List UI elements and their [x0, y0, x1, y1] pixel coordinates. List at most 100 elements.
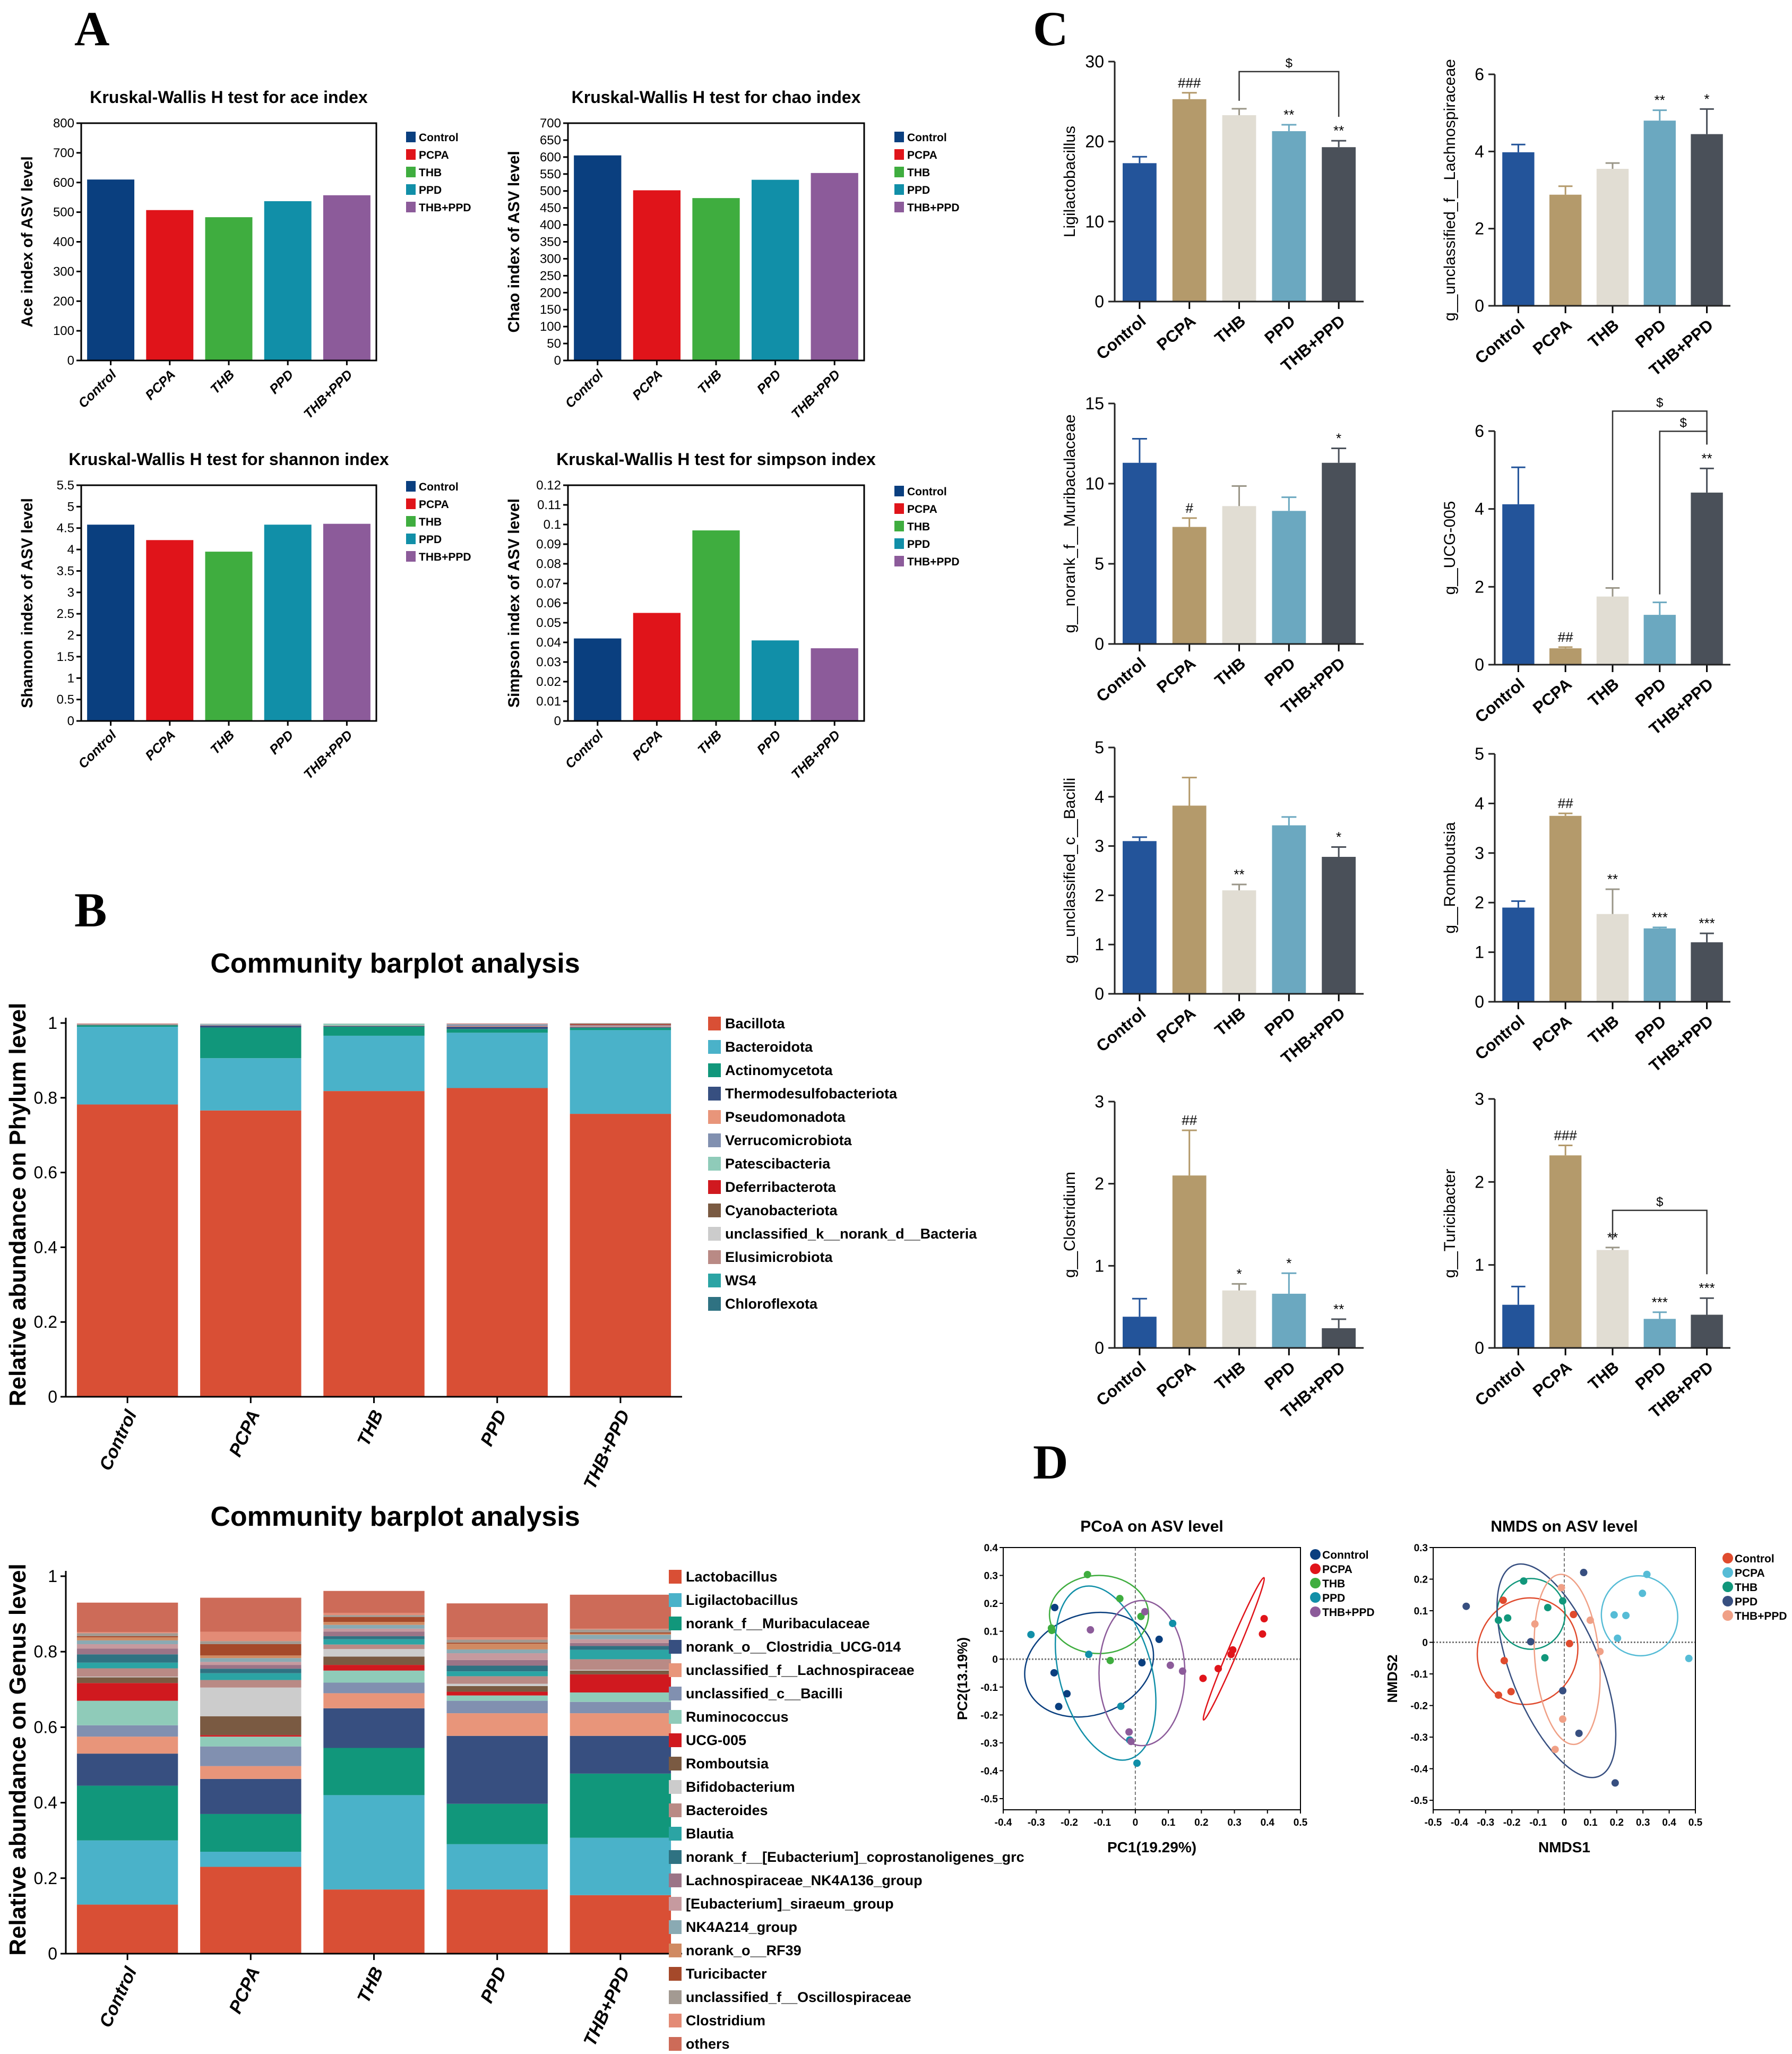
x-tick-label: -0.3 — [1477, 1817, 1494, 1828]
legend-label: Control — [907, 132, 947, 144]
legend-label: Bacteroidota — [725, 1039, 813, 1055]
bar-segment — [446, 1027, 548, 1029]
legend-swatch — [669, 1897, 682, 1911]
bar-segment — [446, 1644, 548, 1649]
bar-segment — [76, 1904, 178, 1954]
x-tick-label: THB+PPD — [580, 1964, 634, 2049]
y-tick-label: 30 — [1085, 52, 1104, 71]
bar-segment — [200, 1778, 301, 1814]
genus-bar-chart-6: Control###PCPA THB**PPD**THB+PPD$0102030L… — [1061, 52, 1364, 375]
legend-marker — [1722, 1567, 1733, 1578]
data-point — [1166, 1661, 1174, 1669]
panel-label-d: D — [1033, 1435, 1068, 1489]
bar-segment — [323, 1644, 425, 1649]
data-point — [1141, 1608, 1149, 1615]
bar — [751, 640, 799, 721]
bar-segment — [570, 1632, 671, 1634]
bar — [1172, 99, 1207, 302]
bar-segment — [446, 1665, 548, 1672]
y-tick-label: 4.5 — [57, 521, 74, 536]
bar-segment — [200, 1669, 301, 1673]
significance-bracket — [1612, 1209, 1708, 1275]
bar-segment — [200, 1655, 301, 1658]
bar — [574, 638, 622, 721]
legend-label: PPD — [907, 538, 930, 551]
y-tick-label: 1 — [48, 1013, 57, 1033]
x-tick-label: 0.5 — [1688, 1817, 1703, 1828]
legend-swatch — [669, 1803, 682, 1817]
bar — [1549, 194, 1582, 306]
y-tick-label: 300 — [53, 264, 74, 279]
bar-segment — [323, 1693, 425, 1708]
y-tick-label: 0 — [1095, 634, 1104, 654]
significance-marker: ** — [1283, 107, 1294, 123]
genus-bar-chart-13: Control###PCPA**THB***PPD***THB+PPD$0123… — [1441, 1089, 1730, 1422]
x-tick-label: PCPA — [1153, 1358, 1199, 1401]
bar-segment — [570, 1114, 671, 1397]
y-tick-label: 0 — [554, 354, 561, 368]
x-tick-label: 0.5 — [1294, 1817, 1308, 1828]
bar — [751, 179, 799, 360]
bar-segment — [200, 1673, 301, 1680]
x-tick-label: PCPA — [1153, 312, 1199, 355]
bar-segment — [570, 1639, 671, 1643]
x-tick-label: THB+PPD — [789, 367, 843, 422]
legend-swatch — [669, 1687, 682, 1700]
y-axis-label: Shannon index of ASV level — [19, 498, 36, 708]
legend-swatch — [669, 1780, 682, 1794]
y-tick-label: 5.5 — [57, 478, 74, 493]
bar-segment — [323, 1628, 425, 1632]
y-axis-label: Relative abundance on Genus level — [5, 1563, 31, 1955]
significance-marker: * — [1286, 1255, 1291, 1271]
y-tick-label: 0.04 — [536, 635, 561, 650]
legend-swatch — [669, 1663, 682, 1677]
legend-label: Romboutsia — [686, 1756, 769, 1772]
y-axis-label: Simpson index of ASV level — [505, 499, 523, 708]
y-tick-label: 1 — [48, 1567, 57, 1586]
y-tick-label: 0.1 — [544, 518, 561, 532]
y-tick-label: -0.5 — [1410, 1795, 1428, 1807]
panel-label-a: A — [74, 2, 109, 56]
bar — [1502, 1304, 1535, 1348]
bar-segment — [76, 1024, 178, 1025]
legend-swatch — [669, 1593, 682, 1607]
data-point — [1199, 1674, 1207, 1682]
bar-segment — [200, 1641, 301, 1644]
significance-marker: *** — [1699, 915, 1715, 931]
bar-segment — [323, 1024, 425, 1026]
y-tick-label: 600 — [540, 150, 561, 165]
y-tick-label: 0.08 — [536, 557, 561, 571]
bar-segment — [323, 1636, 425, 1639]
x-tick-label: Control — [562, 727, 606, 771]
stacked-chart-5: Control PCPA THB PPD THB+PPD 0 0.2 0.4 0.6 0.8 1 Co… — [5, 1501, 1024, 2052]
x-tick-label: Control — [96, 1406, 141, 1474]
bar-segment — [76, 1632, 178, 1634]
legend-swatch — [894, 486, 904, 496]
bar — [1691, 1314, 1723, 1348]
legend-swatch — [406, 481, 416, 492]
x-tick-label: 0 — [1562, 1817, 1567, 1828]
significance-marker: ** — [1607, 871, 1618, 887]
x-tick-label: Control — [1471, 1012, 1528, 1064]
data-point — [1614, 1634, 1622, 1642]
legend-label: PCPA — [907, 503, 937, 515]
legend-marker — [1310, 1549, 1321, 1560]
x-tick-label: THB — [1584, 675, 1622, 711]
bar-segment — [570, 1030, 671, 1114]
x-tick-label: -0.3 — [1028, 1817, 1045, 1828]
kw-chart-3: 0 0.01 0.02 0.03 0.04 0.05 0.06 0.07 0.08 0.09 0.1… — [505, 450, 960, 782]
legend-label: Conntrol — [1322, 1549, 1368, 1561]
y-axis-label: NMDS2 — [1384, 1654, 1400, 1703]
x-tick-label: -0.4 — [995, 1817, 1012, 1828]
chart-title: Kruskal-Wallis H test for chao index — [572, 88, 861, 107]
x-tick-label: THB — [1211, 654, 1249, 690]
legend-label: norank_o__Clostridia_UCG-014 — [686, 1639, 901, 1655]
bar-segment — [76, 1637, 178, 1640]
bar-segment — [570, 1692, 671, 1702]
data-point — [1622, 1611, 1630, 1619]
bar-segment — [76, 1840, 178, 1905]
y-tick-label: 0.02 — [536, 675, 561, 689]
bar — [633, 190, 681, 360]
genus-bar-chart-11: Control##PCPA**THB***PPD***THB+PPD012345… — [1441, 744, 1730, 1076]
genus-bar-chart-10: Control PCPA**THB PPD*THB+PPD012345g__uncl… — [1061, 738, 1364, 1068]
